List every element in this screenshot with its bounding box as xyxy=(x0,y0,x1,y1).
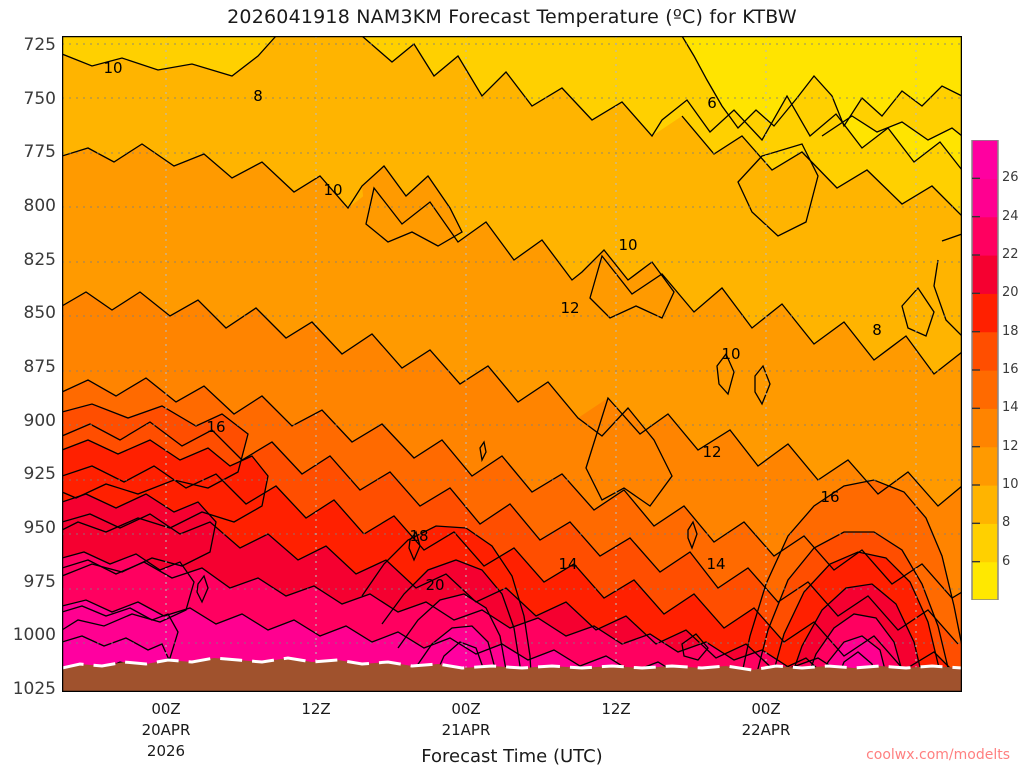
contour-label: 8 xyxy=(253,87,263,105)
x-tick-time: 00Z xyxy=(451,700,481,718)
colorbar-swatch xyxy=(972,140,998,179)
temperature-cross-section[interactable]: 10 8 6 10 10 8 12 10 16 12 16 18 14 14 20 xyxy=(62,36,962,692)
x-tick-time: 12Z xyxy=(601,700,631,718)
contour-label: 14 xyxy=(558,555,577,573)
contour-label: 8 xyxy=(872,321,882,339)
x-tick-date: 22APR xyxy=(741,721,791,739)
contour-label: 16 xyxy=(820,488,839,506)
contour-label: 12 xyxy=(702,443,721,461)
y-axis: 725 750 775 800 825 850 875 900 925 950 975 1000 102… xyxy=(0,0,56,768)
y-tick-label: 925 xyxy=(23,464,56,485)
y-tick-label: 975 xyxy=(23,571,56,592)
colorbar-tick-label: 26 xyxy=(1002,170,1019,186)
colorbar-swatch xyxy=(972,293,998,333)
colorbar xyxy=(971,140,999,600)
colorbar-tick-label: 10 xyxy=(1002,477,1019,492)
y-tick-label: 1025 xyxy=(12,679,56,699)
x-axis-title: Forecast Time (UTC) xyxy=(421,746,603,767)
colorbar-swatch xyxy=(972,523,998,563)
y-tick-label: 875 xyxy=(23,357,56,377)
contour-label: 16 xyxy=(206,418,225,436)
x-tick-date: 20APR xyxy=(141,721,191,739)
colorbar-tick-label: 20 xyxy=(1002,285,1019,301)
x-tick-time: 12Z xyxy=(301,700,331,718)
y-tick-label: 775 xyxy=(23,142,56,163)
colorbar-swatch xyxy=(972,331,998,371)
contour-label: 10 xyxy=(323,181,342,199)
colorbar-tick-label: 16 xyxy=(1002,362,1019,377)
colorbar-swatch xyxy=(972,216,998,256)
colorbar-swatch xyxy=(972,446,998,486)
y-tick-label: 900 xyxy=(23,410,56,431)
colorbar-tick-label: 24 xyxy=(1002,208,1019,224)
credit-link[interactable]: coolwx.com/modelts xyxy=(866,747,1010,763)
x-tick-time: 00Z xyxy=(151,700,181,718)
x-tick-date: 21APR xyxy=(441,721,491,739)
colorbar-swatch xyxy=(972,178,998,218)
x-tick-time: 00Z xyxy=(751,700,781,718)
colorbar-tick-label: 12 xyxy=(1002,438,1019,454)
x-tick-year: 2026 xyxy=(146,742,186,760)
contour-label: 10 xyxy=(618,236,637,254)
colorbar-tick-label: 6 xyxy=(1002,553,1011,569)
contour-label: 10 xyxy=(721,345,740,363)
y-tick-label: 950 xyxy=(23,518,56,538)
contour-label: 20 xyxy=(425,576,444,594)
colorbar-swatch xyxy=(972,370,998,409)
colorbar-tick-label: 22 xyxy=(1002,247,1019,262)
y-tick-label: 750 xyxy=(23,88,56,109)
y-tick-label: 850 xyxy=(23,303,56,324)
y-tick-label: 800 xyxy=(23,196,56,216)
contour-label: 14 xyxy=(706,555,725,573)
colorbar-tick-label: 8 xyxy=(1002,515,1011,531)
y-tick-label: 825 xyxy=(23,249,56,270)
colorbar-tick-label: 14 xyxy=(1002,400,1019,416)
y-tick-label: 1000 xyxy=(12,625,56,646)
colorbar-swatch xyxy=(972,408,998,448)
y-tick-label: 725 xyxy=(23,35,56,55)
contour-label: 10 xyxy=(103,59,122,77)
contour-label: 18 xyxy=(409,527,428,545)
colorbar-tick-label: 18 xyxy=(1002,323,1019,339)
colorbar-swatch xyxy=(972,255,998,294)
colorbar-swatch xyxy=(972,485,998,524)
contour-label: 12 xyxy=(560,299,579,317)
page-title: 2026041918 NAM3KM Forecast Temperature (… xyxy=(227,6,797,28)
colorbar-swatch xyxy=(972,561,998,600)
contour-label: 6 xyxy=(707,94,717,112)
